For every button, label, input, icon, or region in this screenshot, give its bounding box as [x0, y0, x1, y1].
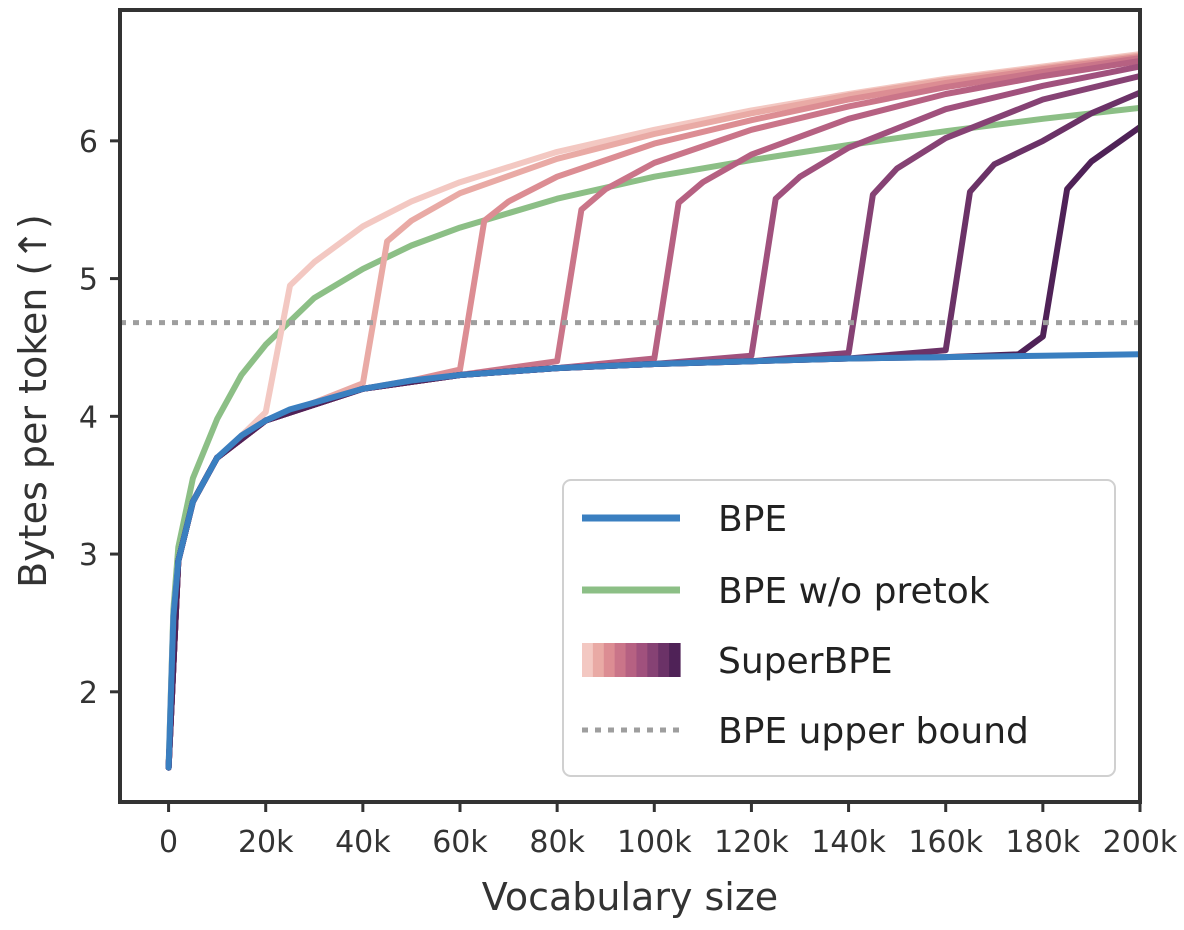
plot-frame	[118, 8, 1142, 804]
legend-label: BPE w/o pretok	[718, 571, 990, 612]
legend-frame	[562, 479, 1116, 777]
x-tick-label: 180k	[1006, 825, 1081, 860]
legend-item-bpe: BPE	[582, 499, 787, 540]
series-line-bpe-0	[165, 351, 1140, 771]
legend-swatch-segment	[636, 643, 648, 677]
legend-item-superbpe: SuperBPE	[582, 641, 893, 682]
x-tick-label: 200k	[1103, 825, 1178, 860]
legend-swatch-segment	[669, 643, 681, 677]
x-tick-label: 0	[159, 825, 178, 860]
legend-label: BPE upper bound	[718, 711, 1029, 752]
legend-label: BPE	[718, 499, 787, 540]
x-tick-label: 60k	[432, 825, 488, 860]
x-tick-label: 160k	[908, 825, 983, 860]
legend-swatch-segment	[614, 643, 627, 677]
legend-swatch-segment	[658, 643, 670, 677]
series-layer	[165, 51, 1140, 771]
x-tick-label: 20k	[238, 825, 294, 860]
x-tick-label: 40k	[335, 825, 391, 860]
y-tick-label: 2	[79, 676, 98, 711]
legend-swatch-segment	[603, 643, 616, 677]
legend-swatch-segment	[647, 643, 659, 677]
x-tick-label: 100k	[617, 825, 692, 860]
legend-swatch-segment	[625, 643, 638, 677]
legend-swatch-segment	[582, 643, 594, 677]
x-axis-title: Vocabulary size	[482, 875, 778, 919]
legend-label: SuperBPE	[718, 641, 893, 682]
y-tick-label: 5	[79, 263, 98, 298]
y-axis-title: Bytes per token (↑)	[11, 214, 55, 588]
legend-item-bpe-w-o-pretok: BPE w/o pretok	[582, 571, 990, 612]
legend: BPE BPE w/o pretok SuperBPE BPE upper bound	[562, 479, 1116, 777]
legend-item-bpe-upper-bound: BPE upper bound	[582, 711, 1029, 752]
y-tick-label: 4	[79, 400, 98, 435]
x-tick-label: 140k	[811, 825, 886, 860]
axes-layer: 0 20k 40k 60k 80k 100k 120k 140k 160k 180k 200k 2 3 4…	[79, 8, 1178, 860]
x-tick-label: 120k	[714, 825, 789, 860]
x-tick-label: 80k	[529, 825, 585, 860]
legend-swatch-segment	[592, 643, 605, 677]
y-tick-label: 6	[79, 125, 98, 160]
y-tick-label: 3	[79, 538, 98, 573]
